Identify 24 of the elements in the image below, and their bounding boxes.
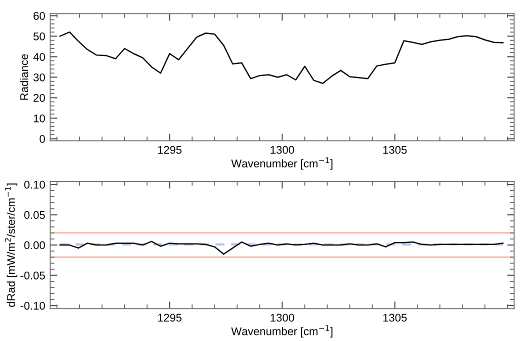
line-series — [59, 31, 504, 84]
x-axis-title: Wavenumber [cm$^{−1}$] — [231, 325, 332, 338]
y-tick-label: 40 — [33, 52, 45, 61]
x-tick-label: 1300 — [270, 314, 294, 322]
y-tick-label: 50 — [33, 32, 45, 40]
y-tick-label: 0.10 — [24, 180, 45, 189]
x-tick-label: 1305 — [383, 314, 407, 322]
y-tick-label: 0 — [40, 134, 45, 143]
x-tick-label: 1305 — [383, 146, 407, 154]
x-tick-label: 1295 — [158, 146, 182, 154]
line-series — [59, 240, 504, 255]
y-axis-title: Radiance — [20, 54, 28, 100]
y-tick-label: -0.10 — [20, 302, 45, 310]
y-tick-label: 20 — [34, 94, 45, 102]
y-tick-label: 60 — [34, 12, 45, 20]
x-axis-title: Wavenumber [cm$^{−1}$] — [231, 157, 332, 170]
x-tick-label: 1295 — [158, 314, 182, 322]
y-tick-label: -0.05 — [20, 272, 45, 280]
y-tick-label: 0.00 — [24, 241, 45, 250]
y-tick-label: 10 — [34, 114, 45, 122]
y-tick-label: 0.05 — [24, 211, 45, 219]
y-tick-label: 30 — [33, 73, 45, 82]
x-tick-label: 1300 — [270, 146, 294, 154]
y-axis-title: dRad [mW/m$^{2}$/ster/cm$^{−1}$] — [4, 184, 18, 307]
